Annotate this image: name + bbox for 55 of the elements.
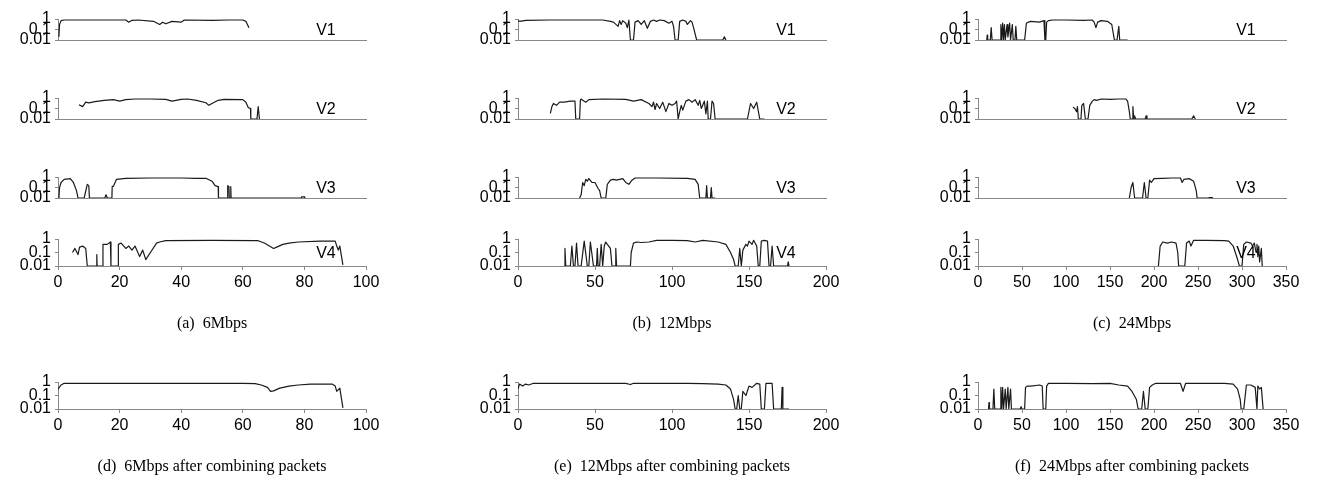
x-tick-label: 150 [1096, 416, 1124, 434]
x-tick-label: 100 [658, 273, 686, 291]
text: V2 [316, 99, 336, 117]
x-tick-label: 100 [658, 416, 686, 434]
x-tick-label: 0 [53, 273, 63, 291]
x-tick-label: 60 [233, 416, 252, 434]
x-tick-label: 40 [172, 273, 191, 291]
x-tick-label: 0 [973, 416, 983, 434]
x-tick-label: 100 [352, 416, 380, 434]
x-tick-label: 60 [233, 273, 252, 291]
series-label: V4 [776, 244, 796, 262]
x-tick-label: 80 [295, 273, 314, 291]
text: V1 [316, 20, 336, 38]
x-tick-label: 350 [1272, 416, 1300, 434]
text: V3 [776, 178, 796, 196]
x-tick-label: 200 [812, 273, 840, 291]
x-tick-label: 250 [1184, 416, 1212, 434]
x-tick-label: 200 [1140, 273, 1168, 291]
series-label: V4 [316, 244, 336, 262]
x-tick-label: 100 [1052, 273, 1080, 291]
x-axis-title: (e) 12Mbps after combining packets [554, 456, 790, 475]
x-tick-label: 50 [1013, 416, 1031, 434]
x-axis-title: (c) 24Mbps [1092, 313, 1172, 332]
x-tick-label: 0 [513, 273, 523, 291]
x-tick-label: 300 [1228, 416, 1256, 434]
x-axis-title: (f) 24Mbps after combining packets [1014, 456, 1250, 475]
x-tick-label: 300 [1228, 273, 1256, 291]
x-tick-label: 150 [1096, 273, 1124, 291]
text: V1 [776, 20, 796, 38]
x-tick-label: 0 [53, 416, 63, 434]
x-tick-label: 20 [110, 416, 129, 434]
x-axis-title: (b) 12Mbps [632, 313, 712, 332]
x-axis-title: (a) 6Mbps [176, 313, 248, 332]
x-tick-label: 80 [295, 416, 314, 434]
x-tick-label: 0 [513, 416, 523, 434]
text: V1 [1236, 20, 1256, 38]
x-tick-label: 0 [973, 273, 983, 291]
x-tick-label: 200 [812, 416, 840, 434]
x-tick-label: 250 [1184, 273, 1212, 291]
x-tick-label: 200 [1140, 416, 1168, 434]
x-tick-label: 100 [352, 273, 380, 291]
x-tick-label: 50 [586, 273, 604, 291]
x-tick-label: 150 [735, 273, 763, 291]
x-tick-label: 20 [110, 273, 129, 291]
series-label: V3 [1236, 178, 1256, 196]
x-tick-label: 100 [1052, 416, 1080, 434]
series-label: V2 [776, 99, 796, 117]
x-tick-label: 350 [1272, 273, 1300, 291]
x-axis-title: (d) 6Mbps after combining packets [97, 456, 327, 475]
x-tick-label: 50 [586, 416, 604, 434]
x-tick-label: 40 [172, 416, 191, 434]
series-label: V3 [316, 178, 336, 196]
text: V2 [1236, 99, 1256, 117]
x-tick-label: 50 [1013, 273, 1031, 291]
x-tick-label: 150 [735, 416, 763, 434]
